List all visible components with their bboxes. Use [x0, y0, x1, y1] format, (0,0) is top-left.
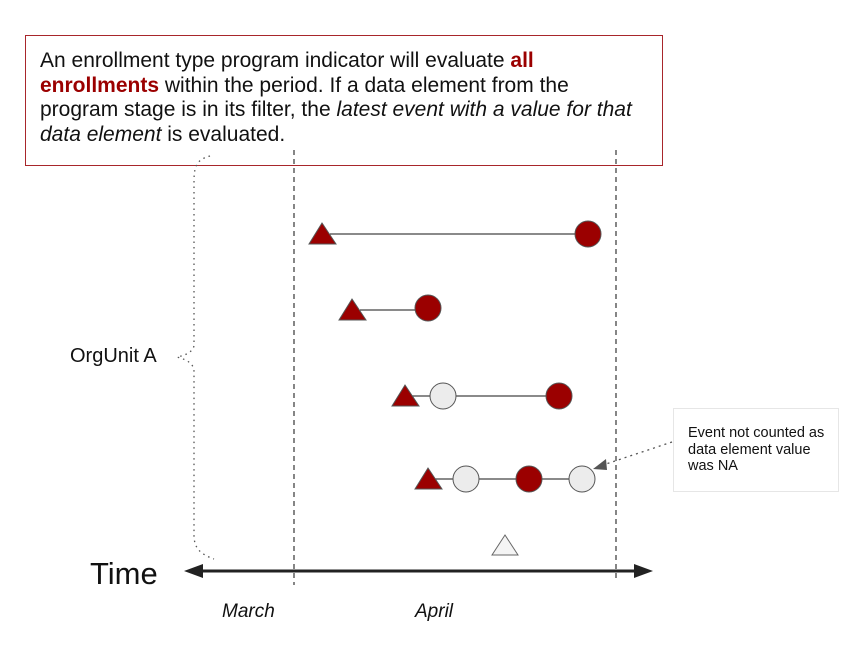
orgunit-brace — [176, 155, 215, 560]
event-circle-filled — [545, 382, 573, 410]
event-circle-filled — [515, 465, 543, 493]
enrollment-row-3 — [391, 382, 573, 410]
event-circle-filled — [414, 294, 442, 322]
enrollment-triangle — [338, 298, 367, 321]
description-box: An enrollment type program indicator wil… — [25, 35, 663, 166]
event-circle-empty — [452, 465, 480, 493]
description-italic: latest event with a value for that data … — [40, 98, 632, 146]
description-part: is evaluated. — [161, 122, 286, 146]
description-highlight: all enrollments — [40, 49, 534, 97]
event-circle-empty — [429, 382, 457, 410]
time-axis-label: Time — [90, 556, 158, 591]
description-part: An enrollment type program indicator wil… — [40, 49, 511, 72]
enrollment-triangle-empty — [491, 534, 519, 556]
enrollment-row-2 — [338, 294, 442, 322]
callout-pointer-arrowhead — [593, 459, 607, 470]
callout-box: Event not counted as data element value … — [673, 408, 839, 492]
enrollment-triangle — [414, 467, 443, 490]
time-axis-right-arrow — [634, 564, 653, 578]
description-part: within the period. If a data element fro… — [40, 73, 569, 122]
time-axis-left-arrow — [184, 564, 203, 578]
enrollment-row-1 — [308, 220, 602, 248]
callout-pointer — [602, 441, 673, 466]
enrollment-triangle — [308, 222, 337, 245]
event-circle-empty — [568, 465, 596, 493]
enrollment-row-4 — [414, 465, 596, 493]
description-text: An enrollment type program indicator wil… — [40, 49, 650, 147]
month-label-march: March — [222, 601, 275, 622]
enrollment-triangle — [391, 384, 420, 407]
orgunit-label: OrgUnit A — [70, 345, 157, 367]
event-circle-filled — [574, 220, 602, 248]
callout-text: Event not counted as data element value … — [688, 425, 825, 474]
month-label-april: April — [415, 601, 454, 622]
